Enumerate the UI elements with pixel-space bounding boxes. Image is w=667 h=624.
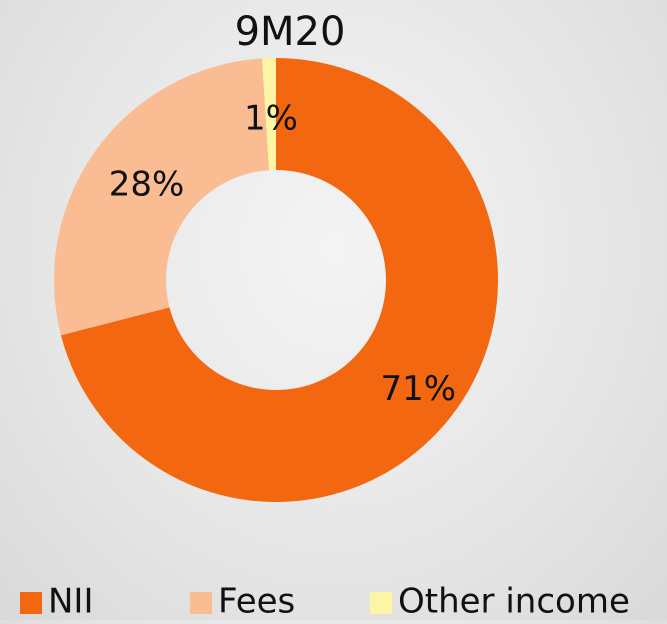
legend-label: NII (48, 582, 94, 621)
data-label: 1% (244, 99, 298, 139)
data-label: 28% (109, 164, 185, 204)
legend-label: Fees (218, 582, 295, 621)
data-label: 71% (380, 369, 456, 409)
chart-title: 9M20 (235, 9, 346, 55)
legend-swatch (370, 592, 392, 614)
legend-swatch (190, 592, 212, 614)
chart: 9M20 71% 28% 1% NII Fees Other income (0, 0, 667, 620)
page: 9M20 71%28%1%NIIFeesOther income (() => … (0, 0, 667, 620)
legend-swatch (20, 592, 42, 614)
legend-label: Other income (398, 582, 630, 621)
